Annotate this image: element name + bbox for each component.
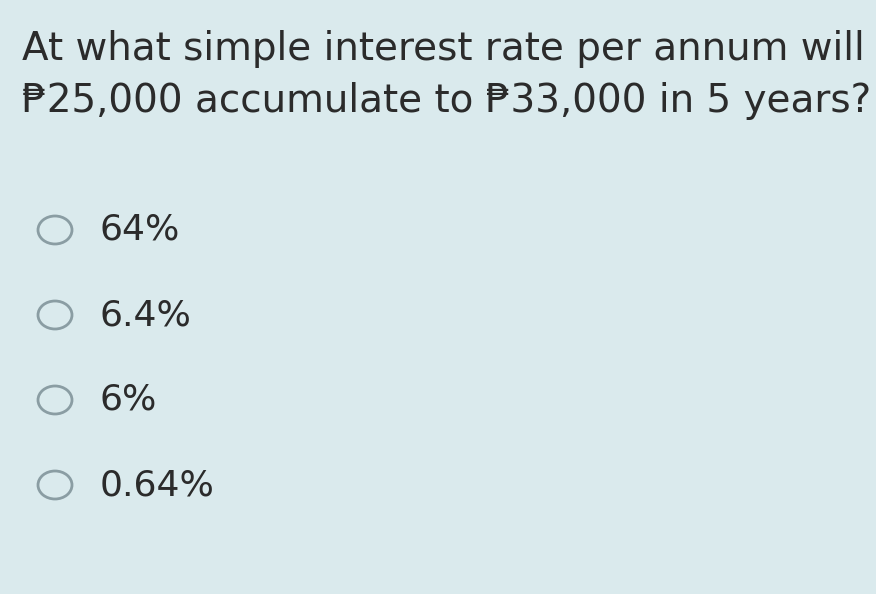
Text: At what simple interest rate per annum will: At what simple interest rate per annum w… <box>22 30 865 68</box>
Text: ₱25,000 accumulate to ₱33,000 in 5 years?: ₱25,000 accumulate to ₱33,000 in 5 years… <box>22 82 872 120</box>
Text: 64%: 64% <box>100 213 180 247</box>
Text: 6%: 6% <box>100 383 158 417</box>
Text: 0.64%: 0.64% <box>100 468 215 502</box>
Text: 6.4%: 6.4% <box>100 298 192 332</box>
